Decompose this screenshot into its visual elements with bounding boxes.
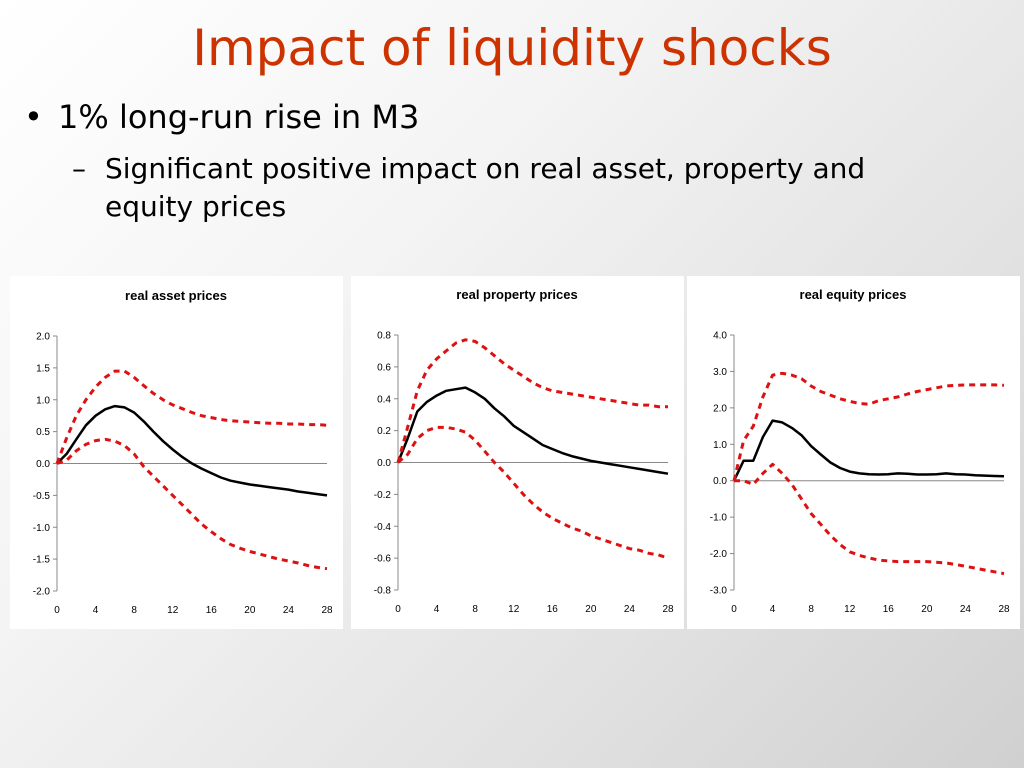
y-tick-label: 0.0 [36, 459, 50, 470]
y-tick-label: 2.0 [713, 403, 727, 414]
y-tick-label: 0.5 [36, 427, 50, 438]
x-tick-label: 20 [921, 604, 933, 615]
x-tick-label: 4 [434, 604, 440, 615]
x-tick-label: 20 [585, 604, 597, 615]
x-tick-label: 24 [960, 604, 972, 615]
x-tick-label: 8 [808, 604, 814, 615]
y-tick-label: -0.8 [374, 586, 392, 597]
y-tick-label: 1.0 [713, 440, 727, 451]
x-tick-label: 0 [395, 604, 401, 615]
upper-confidence-band [732, 371, 1005, 482]
y-tick-label: 3.0 [713, 367, 727, 378]
chart-panel-asset: real asset prices 2.0 1.5 1.0 0.5 0.0 -0.5 -1.0… [10, 276, 343, 629]
y-tick-label: -2.0 [33, 587, 51, 598]
y-tick-label: 2.0 [36, 332, 50, 343]
x-tick-label: 12 [167, 605, 179, 616]
y-tick-label: 1.0 [36, 395, 50, 406]
x-tick-label: 4 [93, 605, 99, 616]
y-tick-label: -0.2 [374, 490, 392, 501]
x-tick-label: 0 [54, 605, 60, 616]
y-tick-label: -0.6 [374, 554, 392, 565]
bullet-dot-icon: • [24, 98, 43, 136]
chart-title-equity: real equity prices [800, 287, 907, 302]
y-tick-label: -0.4 [374, 522, 392, 533]
y-tick-label: 0.2 [377, 426, 391, 437]
slide-title: Impact of liquidity shocks [192, 19, 832, 77]
x-tick-label: 4 [770, 604, 776, 615]
impulse-response-line [396, 386, 669, 475]
main-bullet: • 1% long-run rise in M3 [24, 97, 419, 137]
main-bullet-text: 1% long-run rise in M3 [58, 98, 420, 136]
chart-real-asset-prices: real asset prices 2.0 1.5 1.0 0.5 0.0 -0.5 -1.0… [33, 288, 333, 616]
chart-panel-property: real property prices 0.8 0.6 0.4 0.2 0.0 -0.2 -… [351, 276, 684, 629]
dash-icon: – [72, 152, 86, 185]
chart-real-property-prices: real property prices 0.8 0.6 0.4 0.2 0.0 -0.2 -… [374, 287, 674, 615]
y-tick-label: -1.0 [710, 513, 728, 524]
upper-confidence-band [55, 369, 328, 465]
impulse-response-line [732, 419, 1005, 482]
y-tick-label: -0.5 [33, 491, 51, 502]
sub-bullet-text: Significant positive impact on real asse… [105, 152, 866, 223]
chart-title-asset: real asset prices [125, 288, 227, 303]
x-tick-label: 28 [321, 605, 333, 616]
lower-confidence-band [734, 462, 1005, 576]
y-tick-label: 0.0 [713, 476, 727, 487]
upper-confidence-band [396, 338, 668, 463]
y-tick-label: -3.0 [710, 586, 728, 597]
x-tick-label: 16 [883, 604, 895, 615]
chart-title-property: real property prices [456, 287, 577, 302]
y-tick-label: 0.4 [377, 394, 391, 405]
y-tick-label: -2.0 [710, 549, 728, 560]
x-tick-label: 8 [131, 605, 137, 616]
y-tick-label: 0.8 [377, 331, 391, 342]
y-tick-label: 4.0 [713, 331, 727, 342]
sub-bullet: – Significant positive impact on real as… [72, 150, 952, 226]
x-tick-label: 28 [662, 604, 674, 615]
y-tick-label: 0.6 [377, 362, 391, 373]
chart-panel-equity: real equity prices 4.0 3.0 2.0 1.0 0.0 -1.0 -2.… [687, 276, 1020, 629]
x-tick-label: 20 [244, 605, 256, 616]
x-tick-label: 28 [998, 604, 1010, 615]
x-tick-label: 12 [508, 604, 520, 615]
lower-confidence-band [56, 437, 328, 571]
x-tick-label: 16 [206, 605, 218, 616]
x-tick-label: 0 [731, 604, 737, 615]
x-tick-label: 24 [624, 604, 636, 615]
x-tick-label: 8 [472, 604, 478, 615]
y-tick-label: -1.5 [33, 555, 51, 566]
lower-confidence-band [397, 425, 669, 560]
x-tick-label: 24 [283, 605, 295, 616]
y-tick-label: -1.0 [33, 523, 51, 534]
y-tick-label: 1.5 [36, 363, 50, 374]
chart-real-equity-prices: real equity prices 4.0 3.0 2.0 1.0 0.0 -1.0 -2.… [710, 287, 1010, 615]
y-tick-label: 0.0 [377, 458, 391, 469]
x-tick-label: 12 [844, 604, 856, 615]
impulse-response-line [56, 404, 328, 497]
x-tick-label: 16 [547, 604, 559, 615]
